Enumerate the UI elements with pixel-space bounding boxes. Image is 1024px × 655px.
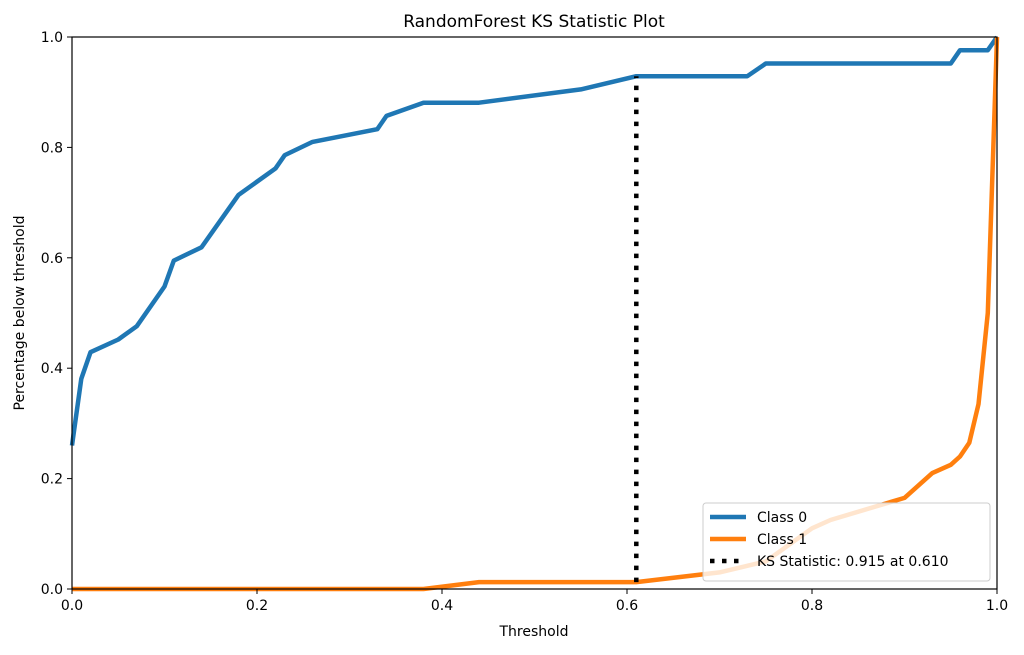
- y-tick-label: 1.0: [41, 30, 63, 46]
- x-tick-label: 0.2: [246, 598, 268, 614]
- chart-title: RandomForest KS Statistic Plot: [403, 12, 665, 32]
- y-tick-label: 0.8: [41, 140, 63, 156]
- y-tick-label: 0.4: [41, 361, 63, 377]
- series-line-class-0: [69, 35, 999, 446]
- legend-box: [702, 502, 991, 582]
- legend: Class 0 Class 1 KS Statistic: 0.915 at 0.6…: [702, 502, 991, 582]
- y-tick-label: 0.2: [41, 472, 63, 488]
- x-tick-label: 0.4: [431, 598, 453, 614]
- x-tick-label: 0.0: [61, 598, 83, 614]
- x-tick-label: 0.8: [801, 598, 823, 614]
- y-axis-label: Percentage below threshold: [12, 216, 28, 411]
- x-axis-label: Threshold: [499, 624, 569, 640]
- x-tick-label: 1.0: [986, 598, 1008, 614]
- legend-label: KS Statistic: 0.915 at 0.610: [757, 554, 949, 570]
- plot-frame: [71, 36, 998, 590]
- legend-label: Class 1: [757, 532, 807, 548]
- y-tick-label: 0.0: [41, 582, 63, 598]
- x-tick-label: 0.6: [616, 598, 638, 614]
- legend-label: Class 0: [757, 510, 807, 526]
- y-tick-label: 0.6: [41, 251, 63, 267]
